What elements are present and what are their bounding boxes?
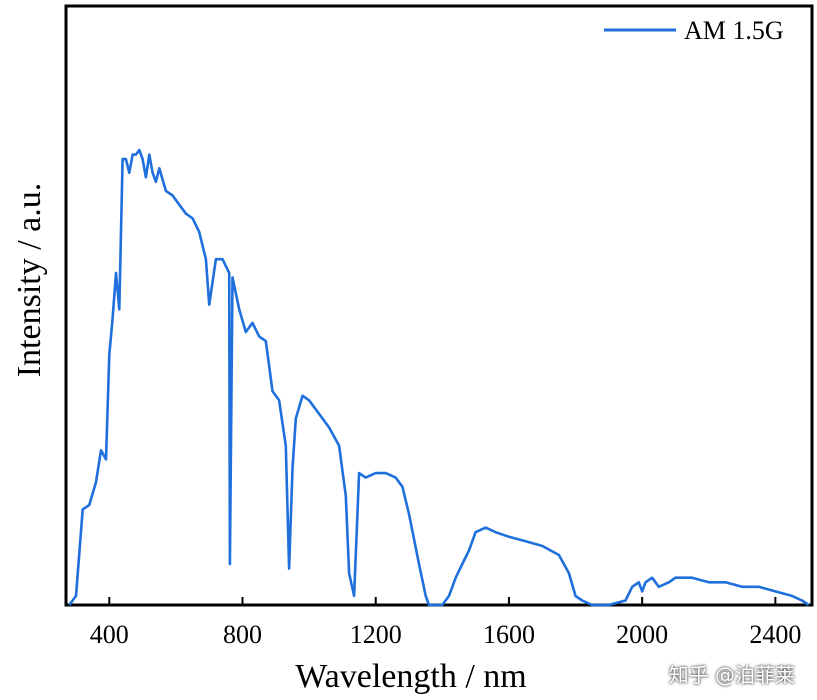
y-axis-title: Intensity / a.u.	[11, 183, 48, 378]
x-tick-label: 1600	[483, 620, 535, 649]
x-axis-title: Wavelength / nm	[295, 658, 526, 695]
x-tick-label: 1200	[350, 620, 402, 649]
watermark: 知乎 @泊菲莱	[668, 663, 795, 687]
x-tick-label: 400	[90, 620, 129, 649]
x-tick-label: 2000	[616, 620, 668, 649]
x-tick-label: 800	[223, 620, 262, 649]
legend-label: AM 1.5G	[684, 16, 784, 45]
x-tick-label: 2400	[749, 620, 801, 649]
plot-frame	[64, 4, 814, 607]
legend: AM 1.5G	[604, 16, 784, 45]
x-axis-ticks: 400 800 1200 1600 2000 2400	[90, 597, 801, 649]
series-line-am15g	[68, 148, 810, 607]
